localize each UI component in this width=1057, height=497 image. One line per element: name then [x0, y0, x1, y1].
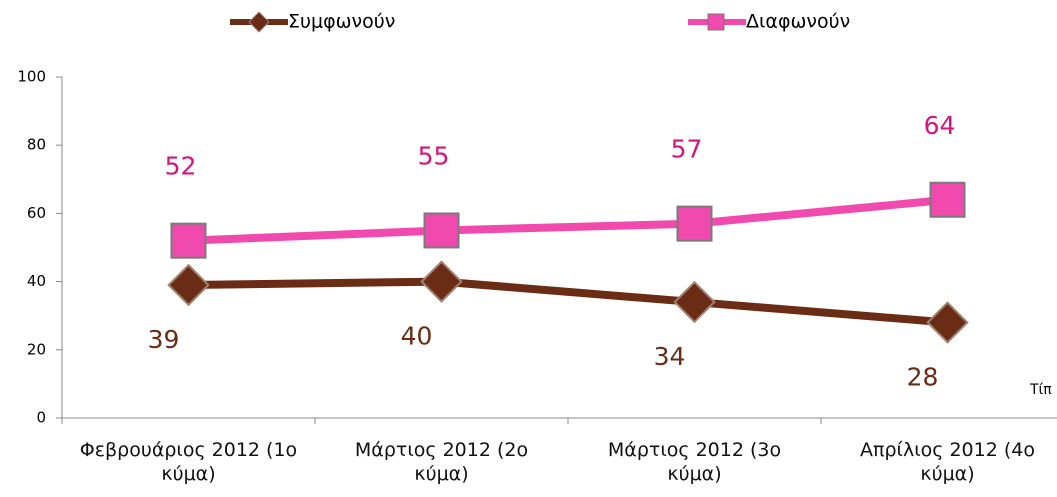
- point: [167, 263, 210, 307]
- point: [926, 301, 969, 344]
- point: [423, 212, 460, 249]
- legend-marker: [707, 13, 725, 31]
- point: [420, 260, 463, 303]
- y-tick-label: 20: [27, 340, 46, 358]
- data-label: 28: [907, 363, 939, 392]
- point: [673, 280, 716, 324]
- line: [188, 195, 948, 245]
- legend-label: Συμφωνούν: [288, 11, 395, 33]
- point: [929, 181, 966, 218]
- x-tick-label: Μάρτιος 2012 (2ο κύμα): [354, 439, 529, 485]
- data-label: 52: [165, 152, 197, 181]
- y-tick-label: 60: [27, 204, 46, 222]
- x-tick-label: Φεβρουάριος 2012 (1ο κύμα): [79, 439, 298, 485]
- annotation: Τίπ: [1029, 382, 1052, 398]
- y-tick-label: 40: [27, 272, 46, 290]
- x-tick-label: Μάρτιος 2012 (3ο κύμα): [607, 439, 782, 485]
- x-tick-label: Απρίλιος 2012 (4ο κύμα): [860, 439, 1035, 485]
- legend-marker: [248, 11, 270, 33]
- point: [170, 222, 207, 259]
- legend-label: Διαφωνούν: [746, 11, 850, 33]
- line: [188, 277, 948, 327]
- data-label: 34: [654, 342, 686, 371]
- y-tick-label: 100: [17, 68, 46, 86]
- data-label: 39: [148, 325, 180, 354]
- data-label: 57: [671, 135, 703, 164]
- data-label: 40: [401, 322, 433, 351]
- data-label: 55: [418, 141, 450, 170]
- data-label: 64: [924, 111, 956, 140]
- point: [676, 205, 713, 242]
- y-tick-label: 80: [27, 136, 46, 154]
- y-tick-label: 0: [36, 409, 46, 427]
